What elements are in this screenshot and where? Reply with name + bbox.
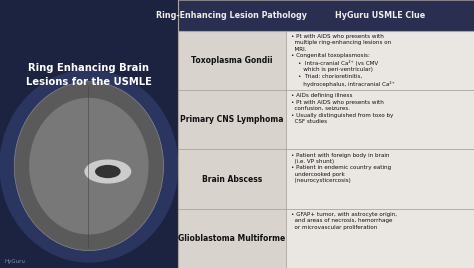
Bar [286,150,474,209]
Bar [178,0,474,268]
Text: • AIDs defining illness
• Pt with AIDS who presents with
  confusion, seizures.
: • AIDs defining illness • Pt with AIDS w… [291,93,393,124]
Text: HyGuru: HyGuru [5,259,26,264]
Text: Brain Abscess: Brain Abscess [202,174,262,184]
Bar [178,209,286,268]
Bar [178,0,474,31]
Ellipse shape [84,159,131,184]
Bar [286,31,474,90]
Ellipse shape [0,70,178,263]
Bar [286,209,474,268]
Text: Ring Enhancing Brain
Lesions for the USMLE: Ring Enhancing Brain Lesions for the USM… [26,64,152,87]
Text: • Pt with AIDS who presents with
  multiple ring-enhancing lesions on
  MRI.
• C: • Pt with AIDS who presents with multipl… [291,34,394,87]
Bar [178,90,286,150]
Text: • Patient with foreign body in brain
  (i.e. VP shunt)
• Patient in endemic coun: • Patient with foreign body in brain (i.… [291,153,391,183]
Ellipse shape [95,165,120,178]
Text: Ring-Enhancing Lesion Pathology: Ring-Enhancing Lesion Pathology [156,11,307,20]
Ellipse shape [29,98,148,234]
Bar [178,31,286,90]
Bar [178,150,286,209]
Text: Toxoplasma Gondii: Toxoplasma Gondii [191,56,273,65]
Bar [286,90,474,150]
Text: HyGuru USMLE Clue: HyGuru USMLE Clue [335,11,425,20]
Bar [0,0,178,268]
Text: Glioblastoma Multiforme: Glioblastoma Multiforme [178,234,285,243]
Text: • GFAP+ tumor, with astrocyte origin,
  and areas of necrosis, hemorrhage
  or m: • GFAP+ tumor, with astrocyte origin, an… [291,212,397,230]
Text: Primary CNS Lymphoma: Primary CNS Lymphoma [180,115,283,124]
Ellipse shape [14,82,164,251]
